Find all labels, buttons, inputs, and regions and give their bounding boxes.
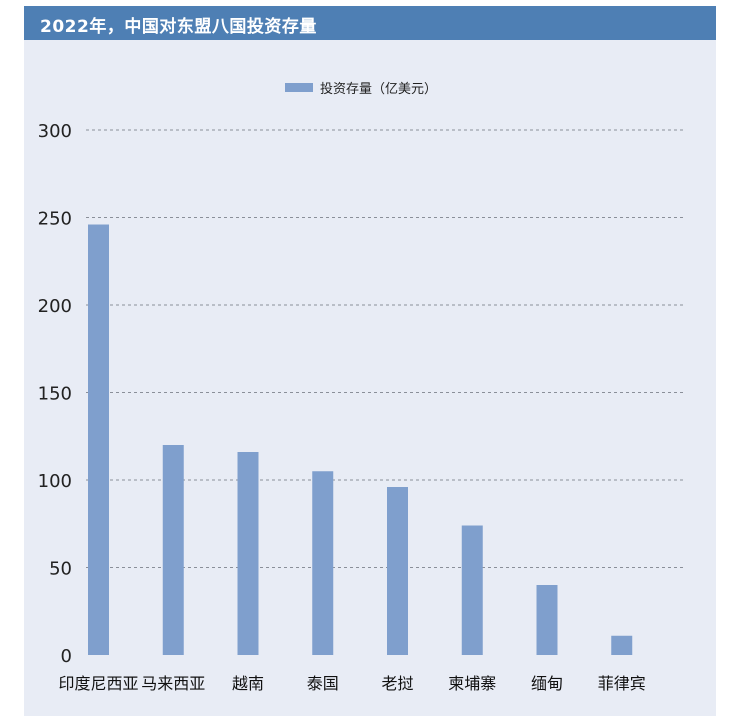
bar (237, 452, 259, 655)
bar (162, 445, 184, 655)
x-category-label: 马来西亚 (141, 674, 205, 693)
legend: 投资存量（亿美元） (285, 81, 437, 97)
bar (88, 224, 109, 655)
y-tick-label: 50 (49, 559, 72, 580)
gridlines (86, 129, 684, 568)
bar (387, 487, 408, 655)
title-bar: 2022年，中国对东盟八国投资存量 (24, 6, 716, 40)
x-category-label: 泰国 (307, 674, 339, 693)
legend-swatch (285, 83, 313, 92)
x-category-label: 柬埔寨 (448, 674, 496, 693)
x-category-label: 老挝 (381, 674, 413, 693)
x-category-label: 印度尼西亚 (58, 674, 138, 693)
y-tick-label: 100 (38, 471, 72, 492)
bar (461, 525, 483, 655)
x-category-label: 越南 (232, 674, 264, 693)
x-category-label: 菲律宾 (598, 674, 646, 693)
y-tick-label: 150 (38, 384, 72, 405)
x-axis-labels: 印度尼西亚 马来西亚 越南 泰国 老挝 柬埔寨 缅甸 菲律宾 (58, 674, 645, 693)
bars (88, 224, 633, 655)
y-tick-label: 0 (61, 646, 72, 667)
y-tick-label: 200 (38, 296, 72, 317)
y-tick-label: 300 (38, 121, 72, 142)
bar (312, 471, 334, 655)
chart-panel (24, 6, 716, 716)
bar (611, 635, 633, 655)
y-tick-label: 250 (38, 209, 72, 230)
y-axis-ticks: 0 50 100 150 200 250 300 (38, 121, 72, 667)
legend-label: 投资存量（亿美元） (320, 81, 437, 97)
bar (536, 585, 558, 655)
chart-title: 2022年，中国对东盟八国投资存量 (40, 17, 317, 37)
x-category-label: 缅甸 (531, 674, 563, 693)
